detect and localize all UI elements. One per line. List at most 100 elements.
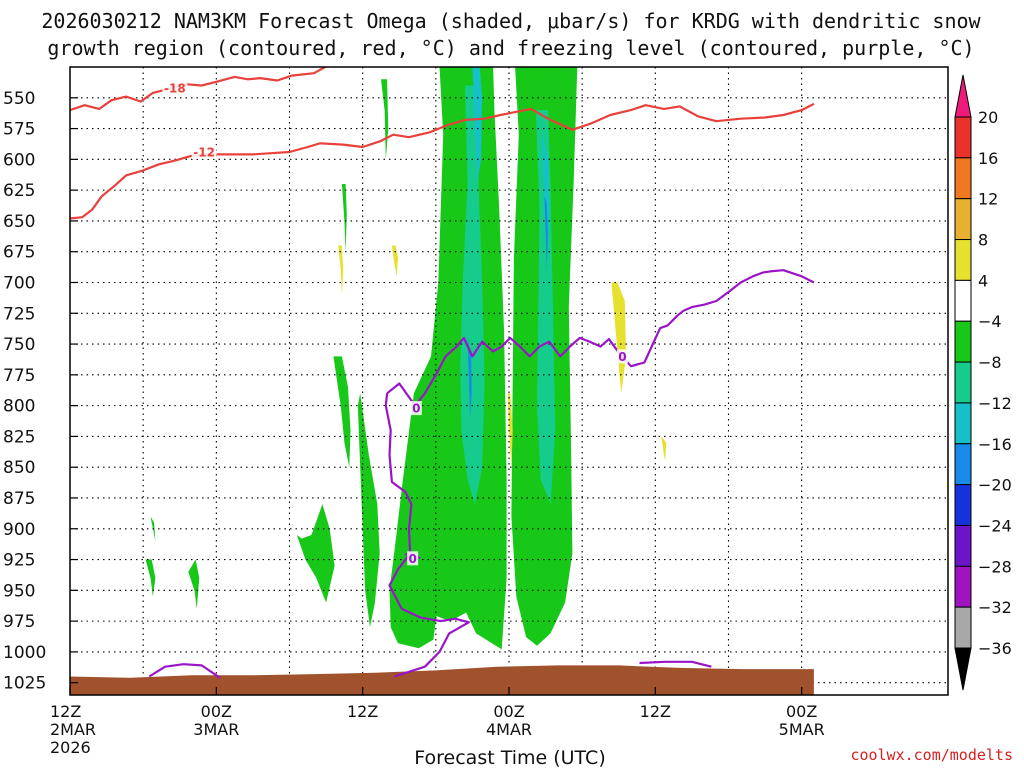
red-contour-0 [70, 67, 342, 112]
ytick-label-550: 550 [3, 89, 35, 109]
colorbar-box-3 [954, 198, 972, 241]
red-label-bg-0 [162, 80, 188, 95]
purple-label-bg-2 [407, 551, 419, 566]
ytick-label-1000: 1000 [3, 643, 46, 663]
purple-label-bg-0 [616, 349, 628, 364]
omega-region-13 [333, 356, 351, 468]
chart-title-line-1: 2026030212 NAM3KM Forecast Omega (shaded… [41, 9, 981, 33]
ytick-label-900: 900 [3, 520, 35, 540]
omega-region-18 [145, 559, 156, 597]
colorbar-bottom-arrow [954, 647, 972, 691]
ytick-label-775: 775 [3, 366, 35, 386]
dendritic-growth-contours [70, 67, 815, 220]
xtick-date-0: 2MAR [50, 720, 96, 739]
ytick-label-825: 825 [3, 427, 35, 447]
colorbar-box-6 [954, 320, 972, 363]
freezing-level-contours [148, 269, 815, 679]
omega-region-7 [472, 67, 483, 184]
ytick-label-875: 875 [3, 489, 35, 509]
colorbar-box-9 [954, 443, 972, 486]
omega-region-20 [391, 245, 398, 277]
colorbar-label-3: 8 [978, 231, 988, 250]
xtick-date-36: 4MAR [486, 720, 532, 739]
omega-region-6 [535, 110, 556, 505]
colorbar-box-10 [954, 484, 972, 526]
y-axis: 550 575 600 625 650 675 700 725 750 775 800 825 850 8… [3, 89, 78, 694]
colorbar-label-4: 4 [978, 271, 988, 290]
omega-region-10 [544, 196, 548, 271]
colorbar-label-0: 20 [978, 108, 998, 127]
colorbar-box-12 [954, 565, 972, 608]
terrain-fill [70, 665, 814, 695]
red-contour-1 [70, 102, 815, 220]
purple-label-2: 0 [408, 552, 416, 566]
ytick-label-600: 600 [3, 150, 35, 170]
ytick-label-625: 625 [3, 181, 35, 201]
ytick-label-675: 675 [3, 243, 35, 263]
purple-contour-1 [384, 393, 470, 678]
colorbar-label-5: −4 [978, 312, 1002, 331]
omega-region-16 [188, 559, 200, 609]
colorbar-box-2 [954, 157, 972, 200]
omega-region-22 [507, 393, 513, 468]
xtick-label-24: 12Z [347, 702, 378, 721]
omega-region-9 [467, 337, 472, 418]
red-label-1: -12 [193, 145, 215, 159]
omega-region-14 [357, 393, 380, 628]
ytick-label-925: 925 [3, 551, 35, 571]
colorbar-label-11: −28 [978, 557, 1012, 576]
colorbar-box-1 [954, 116, 972, 159]
red-label-bg-1 [191, 144, 217, 159]
xtick-label-0: 12Z [50, 702, 81, 721]
colorbar-box-4 [954, 239, 972, 281]
ytick-label-700: 700 [3, 273, 35, 293]
colorbar-label-10: −24 [978, 516, 1012, 535]
purple-label-bg-1 [410, 401, 422, 416]
grid-lines [70, 67, 948, 695]
xtick-date-12: 3MAR [193, 720, 239, 739]
omega-region-23 [661, 436, 667, 461]
chart-title-line-2: growth region (contoured, red, °C) and f… [47, 36, 974, 60]
plot-area: -18 -12 0 0 0 [70, 67, 948, 695]
colorbar-box-13 [954, 606, 972, 649]
terrain [70, 665, 814, 695]
xtick-label-36: 00Z [493, 702, 524, 721]
omega-region-19 [338, 245, 344, 295]
purple-contour-0 [386, 269, 815, 407]
colorbar-label-13: −36 [978, 639, 1012, 658]
xtick-date-60: 5MAR [779, 720, 825, 739]
purple-label-0: 0 [618, 350, 626, 364]
colorbar-box-8 [954, 402, 972, 445]
colorbar-label-8: −16 [978, 435, 1012, 454]
ytick-label-1025: 1025 [3, 674, 46, 694]
colorbar: 20 16 12 8 4 −4 −8 −12 −16 −20 −24 −28 −32 −36 [954, 74, 1012, 691]
red-label-0: -18 [164, 81, 186, 95]
ytick-label-850: 850 [3, 458, 35, 478]
colorbar-label-2: 12 [978, 190, 998, 209]
ytick-label-950: 950 [3, 581, 35, 601]
xtick-label-12: 00Z [201, 702, 232, 721]
purple-label-1: 0 [412, 402, 420, 416]
xtick-label-48: 12Z [640, 702, 671, 721]
omega-region-15 [296, 504, 335, 603]
contour-labels: -18 -12 0 0 0 [162, 80, 628, 566]
colorbar-box-11 [954, 524, 972, 567]
xtick-label-60: 00Z [786, 702, 817, 721]
colorbar-label-7: −12 [978, 394, 1012, 413]
colorbar-box-5 [954, 279, 972, 322]
ytick-label-650: 650 [3, 212, 35, 232]
purple-contour-4 [639, 660, 712, 668]
x-axis-label: Forecast Time (UTC) [414, 747, 605, 768]
colorbar-box-7 [954, 361, 972, 404]
ytick-label-750: 750 [3, 335, 35, 355]
xtick-year-0: 2026 [50, 738, 91, 757]
purple-contour-3 [148, 663, 221, 679]
omega-region-12 [341, 184, 347, 252]
ytick-label-725: 725 [3, 304, 35, 324]
ytick-label-975: 975 [3, 612, 35, 632]
colorbar-label-9: −20 [978, 476, 1012, 495]
omega-region-21 [611, 282, 627, 394]
